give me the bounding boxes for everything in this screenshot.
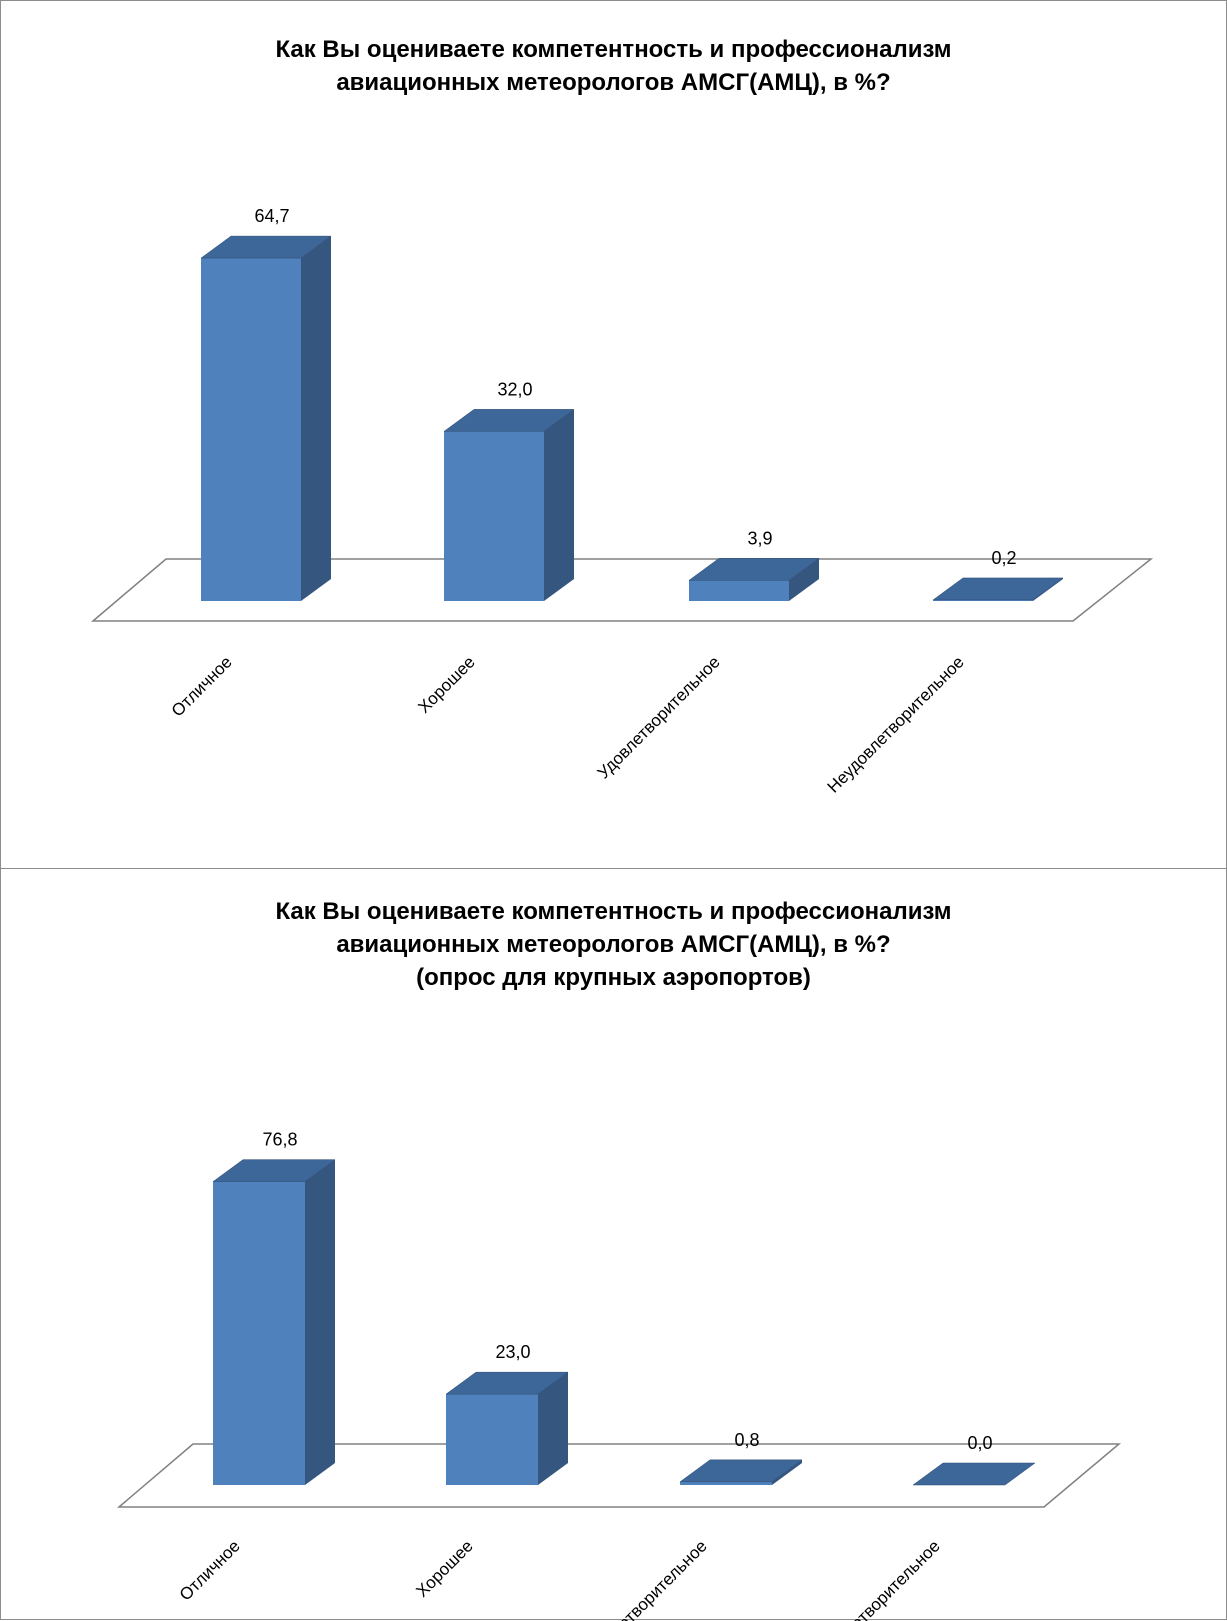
data-label: 76,8 (262, 1130, 297, 1150)
bar-front (680, 1481, 772, 1485)
bar-side (789, 558, 819, 601)
category-label: Хорошее (414, 652, 478, 716)
data-label: 23,0 (495, 1342, 530, 1362)
chart-title-line: Как Вы оцениваете компетентность и профе… (275, 36, 952, 63)
bar-top (212, 1159, 336, 1182)
category-label: Удовлетворительное (594, 652, 724, 782)
chart-title: Как Вы оцениваете компетентность и профе… (1, 33, 1226, 99)
category-label: Хорошее (412, 1536, 476, 1600)
bar (445, 1371, 569, 1485)
category-label: Отличное (176, 1536, 244, 1604)
bar-front (201, 258, 301, 601)
category-label: Отличное (168, 652, 236, 720)
bar (212, 1159, 336, 1485)
bar-side (538, 1372, 568, 1485)
bar-top (200, 235, 332, 259)
bar-top (912, 1462, 1036, 1486)
data-label: 0,8 (734, 1430, 759, 1450)
bar-front (213, 1181, 305, 1485)
data-label: 32,0 (497, 379, 532, 399)
bar (932, 577, 1064, 601)
chart-title-line: Как Вы оцениваете компетентность и профе… (275, 898, 952, 925)
chart-title-line: авиационных метеорологов АМСГ(АМЦ), в %? (336, 69, 891, 96)
chart-title-line: (опрос для крупных аэропортов) (416, 964, 811, 991)
bar (912, 1462, 1036, 1486)
chart-plot-area: 64,7 Отличное 32,0 Хорошее 3,9 Удовлетворител… (90, 206, 1154, 797)
bar (200, 235, 332, 601)
category-label: Неудовлетворительное (824, 652, 968, 796)
data-label: 0,2 (991, 548, 1016, 568)
chart-floor (116, 1443, 1122, 1508)
chart-title: Как Вы оцениваете компетентность и профе… (1, 895, 1226, 994)
chart-plot-area: 76,8 Отличное 23,0 Хорошее 0,8 Удовлетворител… (116, 1130, 1122, 1621)
bar-side (305, 1159, 335, 1485)
bar-top (932, 577, 1064, 601)
chart-title-line: авиационных метеорологов АМСГ(АМЦ), в %? (336, 931, 891, 958)
data-label: 0,0 (967, 1433, 992, 1453)
bar-front (446, 1394, 538, 1485)
chart-floor (90, 558, 1154, 622)
bar-top (688, 558, 820, 581)
bar-front (444, 431, 544, 601)
bar-top (445, 1371, 569, 1395)
bar (679, 1459, 803, 1485)
bar (688, 558, 820, 601)
category-label: Удовлетворительное (581, 1536, 711, 1621)
chart-panel-2: Как Вы оцениваете компетентность и профе… (0, 868, 1227, 1621)
bar-side (772, 1459, 802, 1485)
data-label: 3,9 (747, 528, 772, 548)
bar-side (301, 236, 331, 601)
category-label: Неудовлетворительное (800, 1536, 944, 1621)
bar-side (544, 409, 574, 601)
bar-top (679, 1459, 803, 1483)
bar-front (689, 580, 789, 601)
bar (443, 409, 575, 601)
bar-front (933, 599, 1033, 601)
data-label: 64,7 (254, 206, 289, 226)
bar-top (443, 409, 575, 432)
chart-panel-1: Как Вы оцениваете компетентность и профе… (0, 0, 1227, 869)
